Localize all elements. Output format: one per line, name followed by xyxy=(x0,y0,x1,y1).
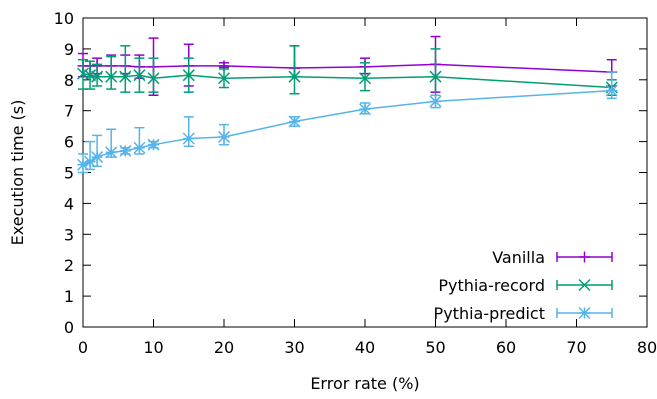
data-point xyxy=(288,70,301,83)
legend-marker xyxy=(578,306,591,320)
series-vanilla xyxy=(77,35,618,96)
data-point xyxy=(91,70,104,83)
legend-item: Pythia-record xyxy=(438,276,613,295)
legend-item: Pythia-predict xyxy=(434,304,613,323)
series-pythia-record xyxy=(76,45,618,96)
legend-label: Vanilla xyxy=(492,248,545,267)
data-point xyxy=(429,95,442,108)
data-point xyxy=(133,141,146,154)
y-tick-label: 4 xyxy=(64,194,74,213)
series-pythia-predict xyxy=(76,71,618,174)
y-tick-label: 7 xyxy=(64,102,74,121)
data-point xyxy=(182,132,195,145)
y-tick-label: 5 xyxy=(64,164,74,183)
data-point xyxy=(133,69,146,82)
data-point xyxy=(429,70,442,83)
data-point xyxy=(358,103,372,116)
x-axis-title: Error rate (%) xyxy=(310,374,419,393)
data-point xyxy=(147,138,160,151)
plot-area: 0 10 20 30 40 50 60 70 80 0 1 2 3 4 5 6 7 8 9 10 xyxy=(54,9,657,357)
data-point xyxy=(76,67,90,80)
legend-marker xyxy=(578,278,591,292)
legend-label: Pythia-predict xyxy=(434,304,545,323)
y-tick-label: 1 xyxy=(64,287,74,306)
data-point xyxy=(288,115,301,128)
legend-marker xyxy=(579,251,590,263)
x-tick-label: 30 xyxy=(284,338,304,357)
x-tick-label: 40 xyxy=(355,338,375,357)
y-tick-label: 0 xyxy=(64,318,74,337)
data-point xyxy=(119,70,132,83)
x-tick-label: 20 xyxy=(214,338,234,357)
data-point xyxy=(91,151,104,164)
x-tick-label: 50 xyxy=(425,338,445,357)
error-bar xyxy=(289,45,300,95)
x-tick-label: 60 xyxy=(496,338,516,357)
data-point xyxy=(217,130,231,143)
legend-label: Pythia-record xyxy=(438,276,545,295)
series-line xyxy=(82,72,612,89)
data-point xyxy=(105,146,118,159)
error-bar xyxy=(430,48,441,96)
error-bar xyxy=(92,63,103,87)
data-point xyxy=(217,72,231,85)
data-point xyxy=(182,69,195,82)
error-bar xyxy=(106,55,117,90)
data-point xyxy=(358,72,372,85)
y-tick-label: 6 xyxy=(64,133,74,152)
error-bar xyxy=(360,62,370,92)
data-point xyxy=(605,84,618,97)
data-point xyxy=(119,144,132,157)
x-tick-label: 10 xyxy=(143,338,163,357)
error-bar xyxy=(120,45,131,93)
legend-item: Vanilla xyxy=(492,248,613,267)
y-tick-label: 8 xyxy=(64,71,74,90)
y-axis-title: Execution time (s) xyxy=(8,100,27,246)
data-point xyxy=(84,155,97,168)
data-point xyxy=(84,69,97,82)
y-tick-label: 2 xyxy=(64,256,74,275)
x-tick-label: 80 xyxy=(637,338,657,357)
error-bar xyxy=(148,57,159,93)
series-line xyxy=(83,63,612,73)
y-tick-label: 10 xyxy=(54,9,74,28)
y-tick-label: 9 xyxy=(64,40,74,59)
x-tick-label: 70 xyxy=(566,338,586,357)
data-point xyxy=(105,70,118,83)
legend: Vanilla Pythia-record Pythia-predict xyxy=(434,248,613,323)
series-layer xyxy=(76,35,618,174)
series-line xyxy=(82,89,612,166)
y-tick-label: 3 xyxy=(64,225,74,244)
x-tick-label: 0 xyxy=(78,338,88,357)
data-point xyxy=(147,72,160,85)
